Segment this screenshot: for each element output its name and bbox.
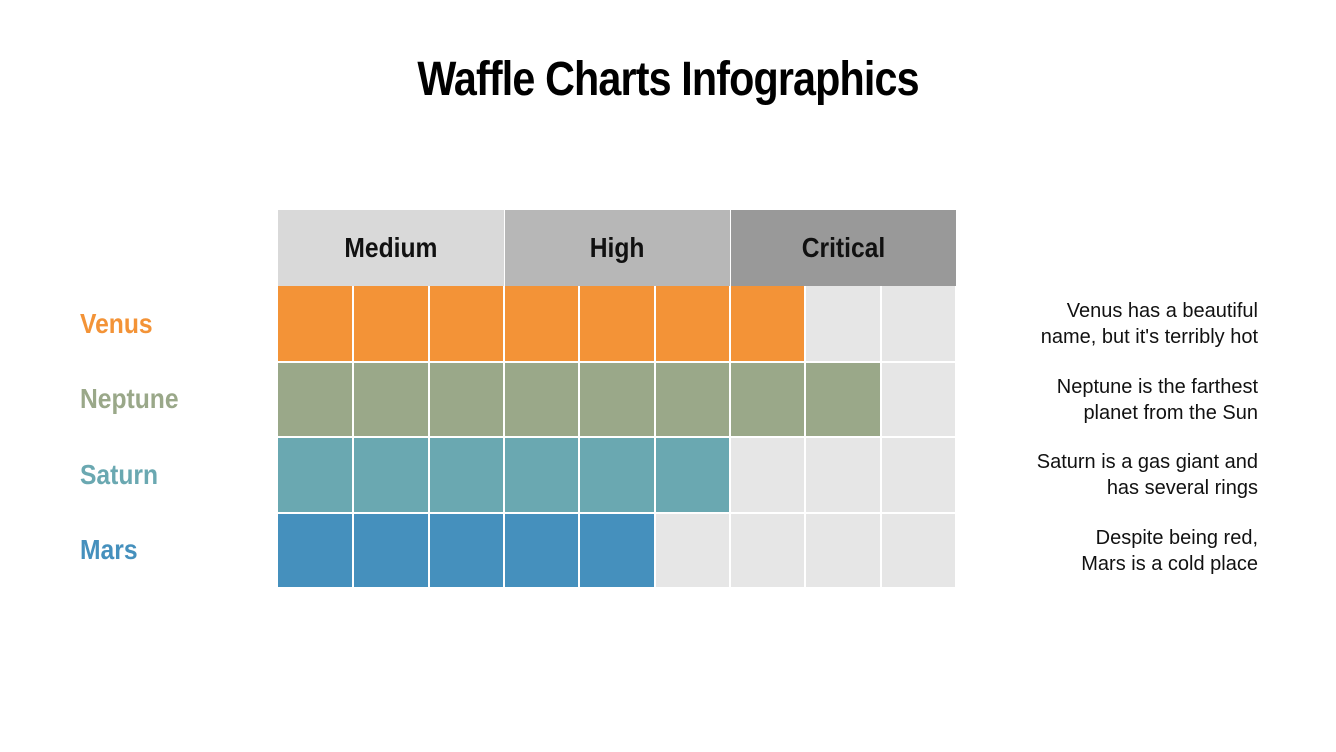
waffle-cell-filled	[655, 286, 729, 361]
waffle-cell-filled	[354, 438, 428, 512]
page-title: Waffle Charts Infographics	[417, 53, 919, 106]
waffle-cell-empty	[806, 438, 880, 512]
column-header-critical: Critical	[731, 210, 956, 286]
waffle-cell-filled	[429, 438, 503, 512]
waffle-cell-filled	[580, 513, 654, 587]
waffle-cell-empty	[881, 362, 955, 436]
waffle-cell-filled	[278, 513, 353, 587]
waffle-cell-filled	[354, 362, 428, 436]
waffle-cell-filled	[504, 362, 579, 436]
waffle-cell-filled	[429, 513, 503, 587]
waffle-cell-filled	[504, 438, 579, 512]
waffle-cell-empty	[806, 513, 880, 587]
waffle-cell-filled	[354, 286, 428, 361]
row-description-mars: Despite being red, Mars is a cold place	[1081, 526, 1258, 575]
waffle-cell-empty	[730, 438, 805, 512]
waffle-cell-filled	[580, 286, 654, 361]
row-label-saturn: Saturn	[80, 458, 159, 490]
waffle-header: Medium High Critical	[278, 210, 956, 286]
waffle-cell-filled	[806, 362, 880, 436]
waffle-cell-filled	[730, 362, 805, 436]
waffle-grid	[278, 286, 956, 588]
row-label-mars: Mars	[80, 534, 138, 565]
waffle-cell-filled	[655, 438, 729, 512]
column-header-high: High	[505, 210, 730, 286]
column-header-medium: Medium	[278, 210, 504, 286]
waffle-cell-empty	[806, 286, 880, 361]
row-label-venus: Venus	[80, 307, 153, 339]
row-description-venus: Venus has a beautiful name, but it's ter…	[1040, 300, 1258, 348]
waffle-cell-filled	[278, 286, 353, 361]
waffle-cell-filled	[580, 438, 654, 512]
waffle-cell-empty	[655, 513, 729, 587]
waffle-cell-empty	[881, 286, 955, 361]
waffle-cell-filled	[429, 286, 503, 361]
row-label-neptune: Neptune	[80, 383, 179, 414]
waffle-cell-empty	[730, 513, 805, 587]
waffle-cell-filled	[580, 362, 654, 436]
waffle-cell-filled	[655, 362, 729, 436]
waffle-cell-filled	[278, 438, 353, 512]
waffle-cell-filled	[504, 286, 579, 361]
waffle-cell-filled	[354, 513, 428, 587]
waffle-cell-filled	[730, 286, 805, 361]
waffle-cell-filled	[504, 513, 579, 587]
waffle-cell-filled	[278, 362, 353, 436]
waffle-cell-empty	[881, 438, 955, 512]
row-description-neptune: Neptune is the farthest planet from the …	[1056, 375, 1258, 424]
waffle-cell-empty	[881, 513, 955, 587]
row-description-saturn: Saturn is a gas giant and has several ri…	[1036, 451, 1258, 499]
waffle-cell-filled	[429, 362, 503, 436]
